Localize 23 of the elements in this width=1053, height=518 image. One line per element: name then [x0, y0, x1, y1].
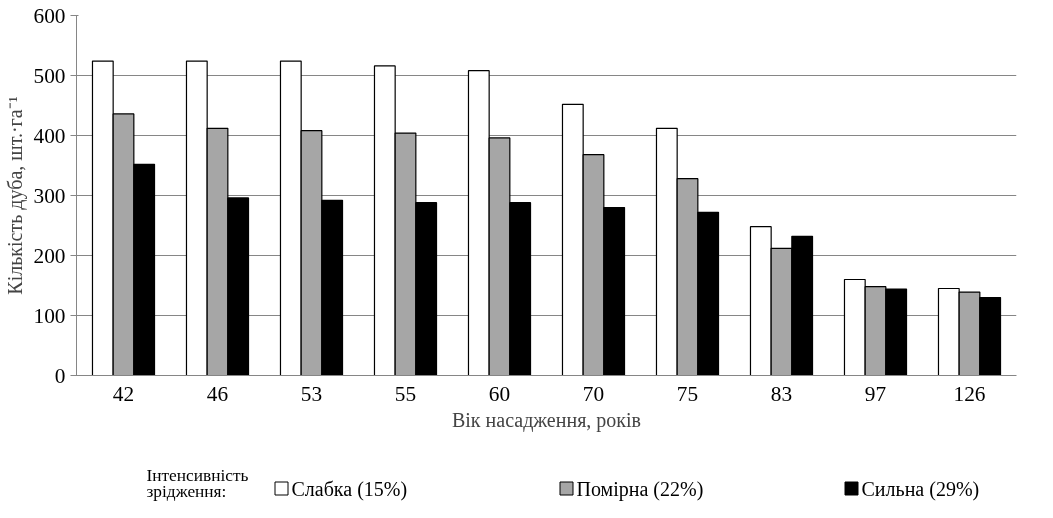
legend-label: Слабка (15%)	[291, 477, 408, 501]
y-tick-label: 300	[33, 183, 66, 208]
x-tick-label: 53	[300, 381, 323, 406]
y-tick-label: 200	[33, 243, 66, 268]
legend-label: Сильна (29%)	[861, 477, 980, 501]
x-tick-label: 97	[864, 381, 887, 406]
x-tick-label: 55	[394, 381, 417, 406]
legend-title: Інтенсивність зрідження:	[146, 465, 249, 502]
x-tick-label: 42	[112, 381, 135, 406]
y-axis-title: Кількість дуба, шт.·га⁻¹	[3, 96, 27, 295]
x-tick-label: 83	[770, 381, 793, 406]
y-tick-label: 0	[54, 363, 66, 388]
y-tick-label: 500	[33, 63, 66, 88]
x-tick-label: 60	[488, 381, 511, 406]
x-tick-label: 46	[206, 381, 229, 406]
y-tick-label: 100	[33, 303, 66, 328]
legend-label: Помірна (22%)	[576, 477, 704, 501]
x-tick-label: 75	[676, 381, 699, 406]
x-axis-title: Вік насадження, років	[451, 408, 642, 432]
x-tick-label: 126	[953, 381, 986, 406]
y-tick-label: 600	[33, 3, 66, 28]
y-tick-label: 400	[33, 123, 66, 148]
x-tick-label: 70	[582, 381, 605, 406]
